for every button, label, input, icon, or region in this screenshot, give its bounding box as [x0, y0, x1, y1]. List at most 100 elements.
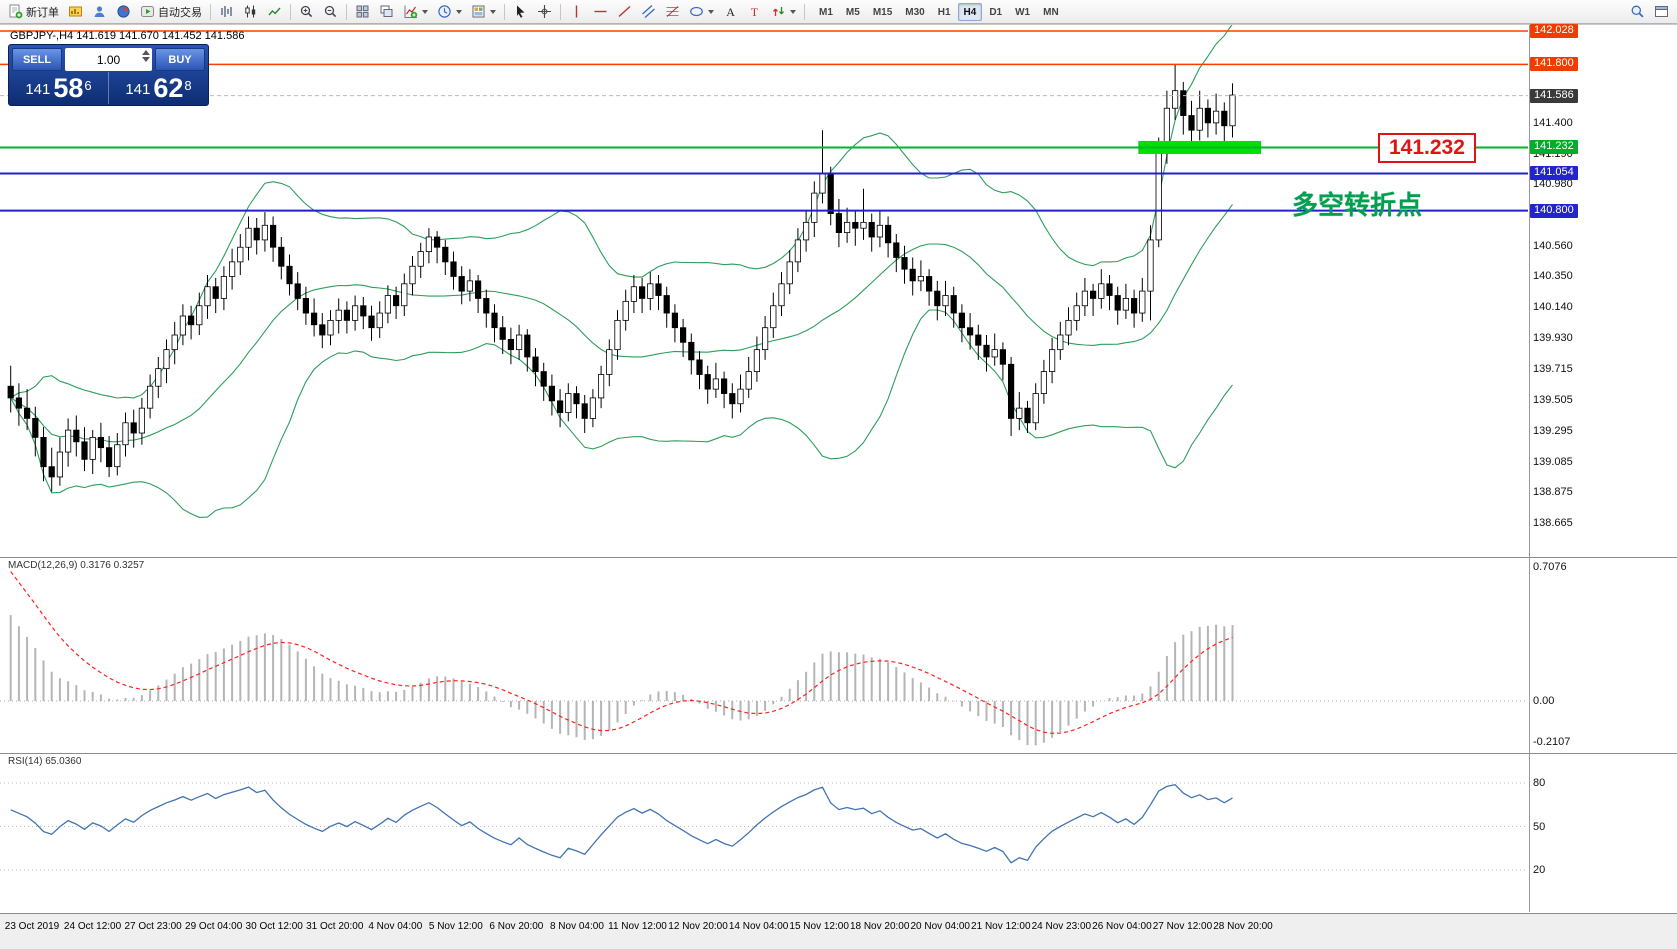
candle-body [614, 319, 621, 351]
candle-body [450, 261, 457, 277]
crosshair-button[interactable] [533, 2, 556, 22]
data-window-button[interactable] [112, 2, 135, 22]
candle-body [1155, 151, 1162, 241]
shapes-tool-button[interactable] [685, 2, 718, 22]
toolbox-toggle-button[interactable] [1650, 2, 1673, 22]
buy-button[interactable]: BUY [155, 48, 205, 71]
periods-clock-icon [438, 5, 451, 18]
candle-body [130, 422, 137, 434]
text-label-tool-button[interactable]: T [743, 2, 766, 22]
search-button[interactable] [1626, 2, 1649, 22]
timeframe-MN[interactable]: MN [1037, 3, 1065, 21]
candle-body [261, 224, 269, 241]
candle-body [999, 349, 1007, 365]
price-tick: 139.930 [1533, 331, 1573, 344]
candle-body [491, 312, 498, 329]
candle-body [483, 298, 490, 314]
tile-windows-button[interactable] [351, 2, 374, 22]
candle-body [540, 371, 547, 387]
volume-input[interactable]: 1.00 [65, 48, 152, 71]
candle-body [942, 295, 949, 307]
candle-body [73, 429, 80, 443]
time-tick: 24 Oct 12:00 [63, 921, 122, 932]
candle-body [680, 327, 687, 343]
channel-tool-button[interactable] [637, 2, 660, 22]
templates-button[interactable] [467, 2, 500, 22]
timeframe-W1[interactable]: W1 [1009, 3, 1036, 21]
vertical-line-tool-button[interactable] [565, 2, 588, 22]
macd-axis-value: -0.2107 [1533, 736, 1571, 748]
zoom-in-button[interactable] [295, 2, 318, 22]
candle-body [401, 283, 408, 307]
sell-price-pips: 58 [53, 73, 84, 103]
cascade-windows-button[interactable] [375, 2, 398, 22]
cursor-button[interactable] [509, 2, 532, 22]
volume-spinner[interactable] [142, 50, 150, 62]
new-order-button[interactable]: 新订单 [4, 2, 63, 22]
price-tick: 139.295 [1533, 424, 1573, 437]
cursor-icon [517, 5, 525, 18]
timeframe-H4[interactable]: H4 [957, 2, 983, 21]
line-chart-button[interactable] [263, 2, 286, 22]
time-tick: 28 Nov 20:00 [1213, 921, 1273, 932]
candle-body [1204, 107, 1211, 124]
candle-body [286, 265, 293, 285]
time-tick: 30 Oct 12:00 [245, 921, 303, 932]
candle-body [1139, 290, 1146, 314]
toolbar-separator [560, 3, 561, 20]
price-level-tag: 141.232 [1530, 140, 1578, 155]
candle-body [991, 349, 998, 358]
candle-body [721, 378, 728, 394]
indicators-icon [404, 5, 418, 19]
turning-point-label: 多空转折点 [1292, 190, 1423, 220]
autotrading-button[interactable]: 自动交易 [136, 2, 206, 22]
candle-body [228, 261, 236, 277]
buy-price[interactable]: 141 62 8 [109, 72, 208, 104]
trendline-tool-button[interactable] [613, 2, 636, 22]
sell-price[interactable]: 141 58 6 [9, 72, 109, 104]
timeframe-D1[interactable]: D1 [983, 3, 1008, 21]
sell-button[interactable]: SELL [12, 48, 62, 71]
candle-body [1221, 110, 1228, 127]
timeframe-M15[interactable]: M15 [867, 3, 898, 21]
price-tick: 139.715 [1533, 363, 1573, 376]
timeframe-M5[interactable]: M5 [840, 3, 866, 21]
candle-body [893, 242, 900, 258]
periods-button[interactable] [433, 2, 466, 22]
candle-chart-button[interactable] [239, 2, 262, 22]
candle-body [745, 371, 752, 390]
timeframe-M1[interactable]: M1 [813, 3, 839, 21]
candle-body [770, 305, 777, 329]
candle-body [376, 312, 383, 329]
candle-body [958, 312, 966, 329]
price-tick: 140.980 [1533, 178, 1573, 191]
horizontal-line-tool-button[interactable] [589, 2, 612, 22]
text-label-icon: T [751, 5, 759, 19]
fibonacci-tool-button[interactable] [661, 2, 684, 22]
indicators-button[interactable] [399, 2, 432, 22]
candle-body [351, 305, 359, 321]
candle-body [1008, 363, 1015, 419]
text-tool-button[interactable]: A [719, 2, 742, 22]
time-tick: 27 Oct 23:00 [124, 921, 182, 932]
toolbar-separator [346, 3, 347, 20]
time-axis[interactable] [0, 913, 1677, 949]
time-tick: 26 Nov 04:00 [1092, 921, 1152, 932]
spin-up-icon[interactable] [142, 50, 150, 55]
candle-body [762, 327, 769, 351]
zoom-out-button[interactable] [319, 2, 342, 22]
timeframe-H1[interactable]: H1 [932, 3, 957, 21]
spin-down-icon[interactable] [142, 57, 150, 62]
candle-body [442, 246, 449, 263]
arrows-tool-button[interactable] [767, 2, 800, 22]
templates-caret-icon [490, 9, 496, 14]
price-tick: 141.400 [1533, 116, 1573, 129]
timeframe-M30[interactable]: M30 [899, 3, 930, 21]
buy-price-main: 141 [125, 81, 151, 98]
candle-body [237, 246, 244, 263]
bar-chart-button[interactable] [215, 2, 238, 22]
market-watch-button[interactable] [88, 2, 111, 22]
fibonacci-icon [666, 6, 679, 17]
profiles-button[interactable] [64, 2, 87, 22]
